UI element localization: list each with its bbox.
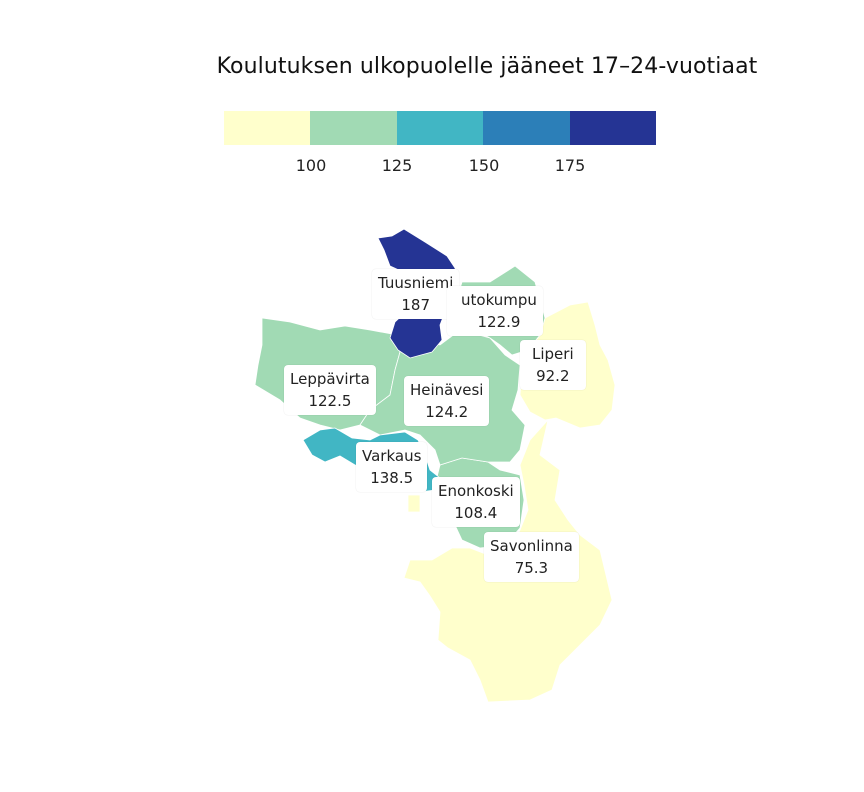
legend-tick-125: 125 [381,156,413,175]
legend-swatch-5 [569,111,657,145]
region-name: Varkaus [362,447,422,465]
region-value: 138.5 [370,469,414,487]
label-enonkoski: Enonkoski 108.4 [432,477,520,527]
legend-tick-175: 175 [554,156,586,175]
region-value: 92.2 [536,367,570,385]
legend-ticks: 100 125 150 175 [0,156,864,176]
label-heinavesi: Heinävesi 124.2 [404,376,490,426]
label-liperi: Liperi 92.2 [520,340,586,390]
legend-swatch-1 [224,111,311,145]
legend-swatch-4 [483,111,570,145]
region-name: utokumpu [461,291,537,309]
region-value: 122.9 [477,313,521,331]
region-value: 75.3 [514,559,549,577]
region-name: Heinävesi [410,381,484,399]
label-outokumpu: utokumpu 122.9 [447,286,543,336]
legend-tick-150: 150 [468,156,500,175]
label-varkaus: Varkaus 138.5 [356,442,428,492]
region-name: Liperi [532,345,574,363]
label-leppavirta: Leppävirta 122.5 [284,365,376,415]
region-name: Enonkoski [438,482,514,500]
region-island [407,494,421,513]
region-name: Leppävirta [290,370,370,388]
legend-tick-100: 100 [295,156,327,175]
label-tuusniemi: Tuusniemi 187 [372,269,460,319]
label-savonlinna: Savonlinna 75.3 [484,532,579,582]
region-name: Tuusniemi [378,274,454,292]
region-value: 108.4 [454,504,498,522]
region-value: 124.2 [425,403,469,421]
region-name: Savonlinna [490,537,573,555]
region-value: 122.5 [308,392,352,410]
map-title: Koulutuksen ulkopuolelle jääneet 17–24-v… [216,54,758,79]
region-value: 187 [401,296,431,314]
legend-swatch-3 [396,111,484,145]
legend-swatch-2 [310,111,397,145]
color-legend [224,111,657,145]
